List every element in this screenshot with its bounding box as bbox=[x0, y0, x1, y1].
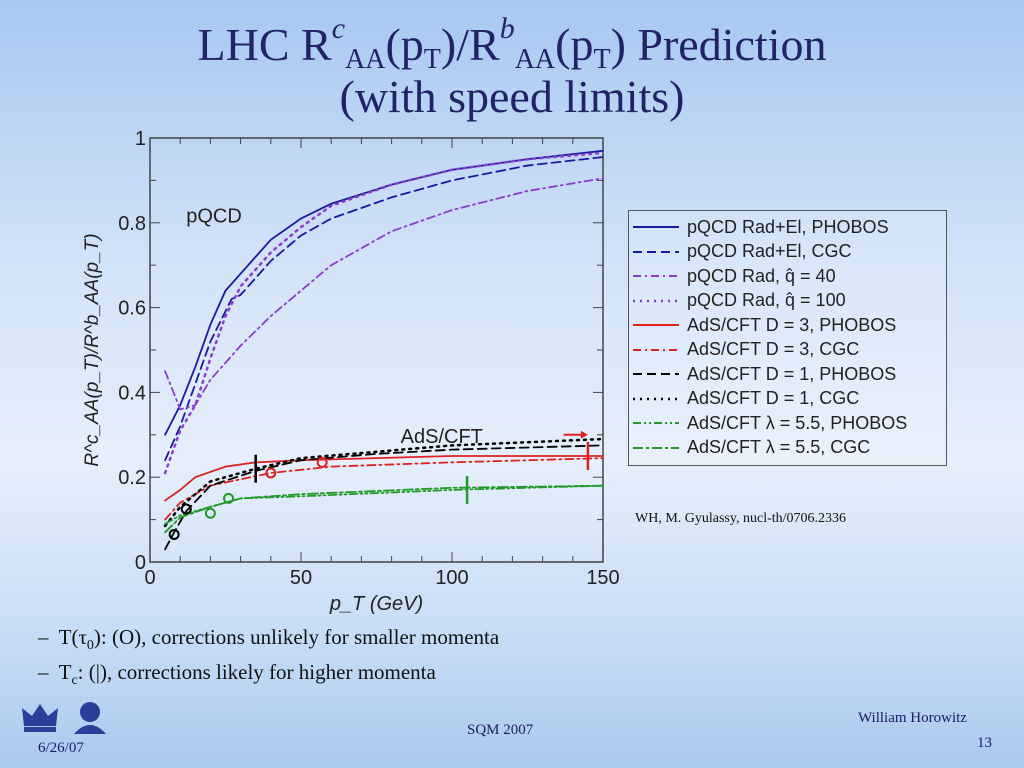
legend-swatch bbox=[633, 397, 679, 400]
legend-swatch bbox=[633, 299, 679, 302]
title-sup: c bbox=[331, 12, 346, 45]
circle-marker bbox=[168, 528, 180, 540]
bullet-sub: 0 bbox=[86, 638, 94, 654]
chart-legend: pQCD Rad+El, PHOBOS pQCD Rad+El, CGC pQCD … bbox=[628, 210, 947, 466]
x-tick-label: 150 bbox=[586, 567, 619, 589]
plot-frame bbox=[149, 137, 604, 563]
legend-label: pQCD Rad+El, CGC bbox=[687, 241, 852, 261]
legend-item: AdS/CFT D = 3, CGC bbox=[629, 338, 859, 362]
bullet-text: ): (O), corrections unlikely for smaller… bbox=[93, 625, 500, 649]
x-tick-label: 50 bbox=[290, 567, 312, 589]
footer-author: William Horowitz bbox=[858, 710, 967, 726]
legend-label: AdS/CFT D = 1, CGC bbox=[687, 388, 860, 408]
bullet-text: T(τ bbox=[58, 625, 87, 649]
annotation-pqcd: pQCD bbox=[186, 205, 242, 227]
footer-page-number: 13 bbox=[977, 735, 992, 751]
legend-item: pQCD Rad+El, CGC bbox=[629, 240, 852, 264]
y-tick-label: 0.4 bbox=[118, 382, 146, 404]
y-tick-label: 0.6 bbox=[118, 298, 146, 320]
y-tick-label: 0.8 bbox=[118, 213, 146, 235]
legend-item: pQCD Rad, q̂ = 40 bbox=[629, 264, 836, 288]
legend-swatch bbox=[633, 250, 679, 253]
series-line-5 bbox=[164, 457, 604, 521]
legend-label: AdS/CFT D = 3, CGC bbox=[687, 339, 860, 359]
x-tick-label: 0 bbox=[144, 567, 155, 589]
series-line-0 bbox=[164, 149, 604, 436]
legend-swatch bbox=[633, 324, 679, 326]
series-line-1 bbox=[164, 156, 604, 462]
legend-swatch bbox=[633, 373, 679, 375]
legend-item: AdS/CFT D = 3, PHOBOS bbox=[629, 313, 896, 337]
circle-marker bbox=[180, 503, 192, 515]
bullet-sub: c bbox=[71, 673, 78, 689]
footer-conference: SQM 2007 bbox=[467, 722, 534, 738]
legend-item: AdS/CFT λ = 5.5, PHOBOS bbox=[629, 411, 907, 435]
title-sub: AA bbox=[345, 44, 386, 75]
legend-item: AdS/CFT D = 1, CGC bbox=[629, 387, 859, 411]
circle-marker bbox=[223, 492, 235, 504]
title-text: ) Prediction bbox=[610, 19, 827, 70]
title-sup: b bbox=[499, 12, 515, 45]
bullet-text: T bbox=[58, 660, 72, 684]
circle-marker bbox=[265, 467, 277, 479]
series-line-7 bbox=[163, 437, 605, 528]
title-sub: AA bbox=[514, 44, 556, 75]
title-sub: T bbox=[593, 44, 611, 75]
legend-swatch bbox=[633, 275, 679, 277]
legend-label: AdS/CFT λ = 5.5, CGC bbox=[687, 437, 871, 457]
series-line-2 bbox=[164, 177, 604, 411]
y-tick-label: 0.2 bbox=[118, 467, 146, 489]
legend-label: AdS/CFT D = 3, PHOBOS bbox=[687, 314, 897, 335]
title-text: )/R bbox=[440, 19, 500, 70]
x-axis-label: p_T (GeV) bbox=[329, 593, 423, 615]
bullet-1: – T(τ0): (O), corrections unlikely for s… bbox=[38, 625, 499, 654]
slide-title-line1: LHC RcAA(pT)/RbAA(pT) Prediction bbox=[0, 2, 1024, 87]
legend-item: pQCD Rad, q̂ = 100 bbox=[629, 289, 846, 313]
series-line-9 bbox=[164, 484, 604, 534]
legend-label: pQCD Rad+El, PHOBOS bbox=[687, 216, 889, 237]
legend-swatch bbox=[633, 446, 679, 449]
slide-title-line2: (with speed limits) bbox=[339, 71, 685, 122]
legend-item: AdS/CFT D = 1, PHOBOS bbox=[629, 362, 896, 386]
legend-label: AdS/CFT D = 1, PHOBOS bbox=[687, 363, 897, 384]
portrait-logo-icon bbox=[74, 702, 106, 734]
y-tick-label: 0 bbox=[135, 552, 146, 574]
legend-swatch bbox=[633, 226, 679, 228]
circle-marker bbox=[316, 456, 328, 468]
crown-logo-icon bbox=[22, 704, 58, 732]
y-axis-label: R^c_AA(p_T)/R^b_AA(p_T) bbox=[82, 233, 103, 466]
series-line-3 bbox=[163, 151, 605, 475]
legend-label: pQCD Rad, q̂ = 100 bbox=[687, 290, 846, 310]
chart: 0 50 100 150 0 0.2 0.4 0.6 0.8 1 p_T (GeV) R^c_AA(p… bbox=[82, 128, 620, 615]
legend-swatch bbox=[633, 348, 679, 351]
title-text: LHC R bbox=[197, 19, 332, 70]
citation: WH, M. Gyulassy, nucl-th/0706.2336 bbox=[635, 511, 847, 526]
circle-marker bbox=[204, 507, 216, 519]
footer-date: 6/26/07 bbox=[38, 740, 84, 756]
legend-item: pQCD Rad+El, PHOBOS bbox=[629, 215, 889, 239]
legend-swatch bbox=[633, 422, 679, 424]
legend-label: pQCD Rad, q̂ = 40 bbox=[687, 265, 836, 286]
bullet-text: : (|), corrections likely for higher mom… bbox=[77, 660, 436, 684]
series-line-6 bbox=[164, 444, 604, 551]
bullet-dash: – bbox=[38, 625, 49, 649]
bullet-2: – Tc: (|), corrections likely for higher… bbox=[38, 660, 436, 689]
title-sub: T bbox=[423, 44, 441, 75]
annotation-adscft: AdS/CFT bbox=[401, 426, 483, 448]
title-text: (p bbox=[385, 19, 424, 70]
legend-item: AdS/CFT λ = 5.5, CGC bbox=[629, 436, 870, 460]
legend-label: AdS/CFT λ = 5.5, PHOBOS bbox=[687, 412, 908, 433]
x-tick-label: 100 bbox=[435, 567, 468, 589]
y-tick-label: 1 bbox=[135, 128, 146, 150]
bullet-dash: – bbox=[38, 660, 49, 684]
arrow-head bbox=[580, 430, 588, 439]
title-text: (p bbox=[555, 19, 594, 70]
